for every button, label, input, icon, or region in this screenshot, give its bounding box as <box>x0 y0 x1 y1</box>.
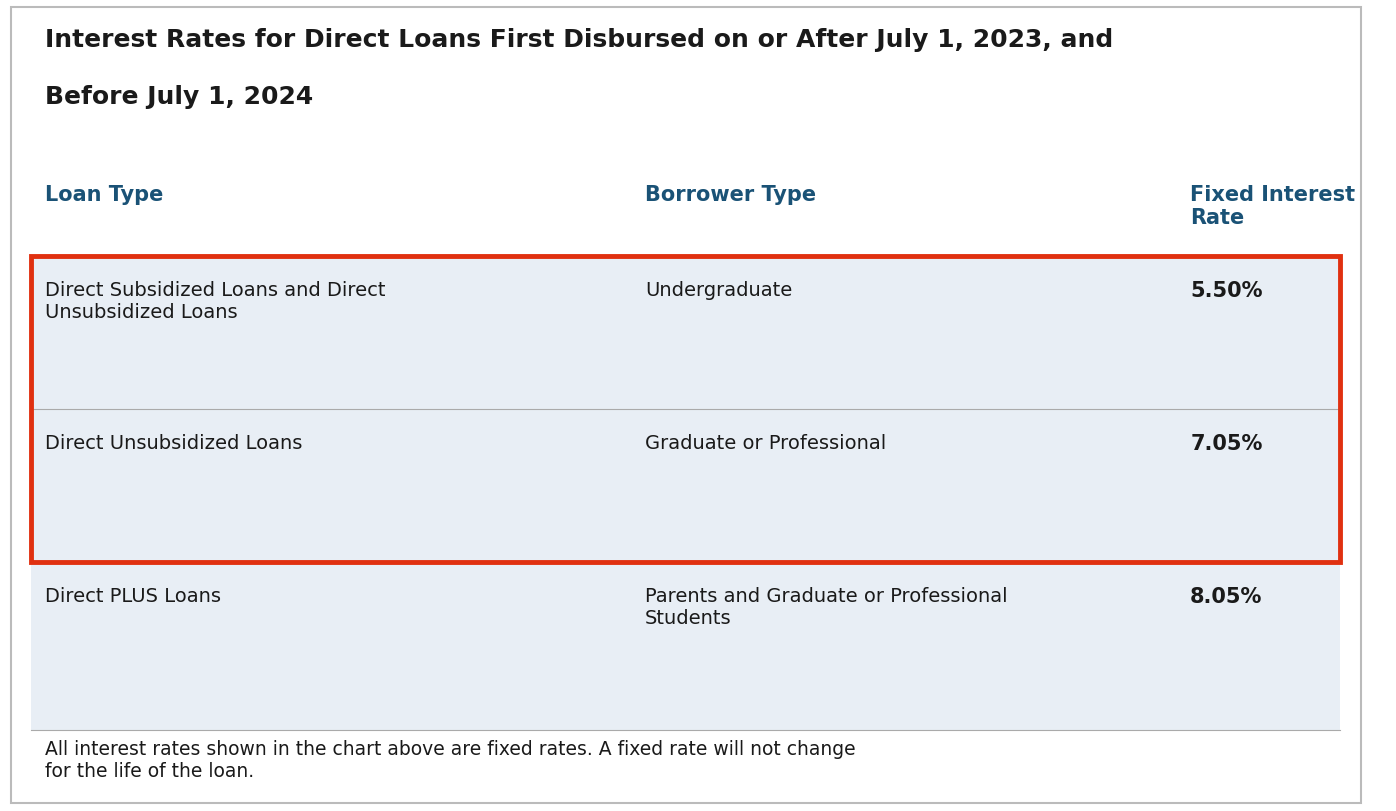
Text: Direct PLUS Loans: Direct PLUS Loans <box>45 586 221 605</box>
Text: Graduate or Professional: Graduate or Professional <box>645 434 886 453</box>
Text: Interest Rates for Direct Loans First Disbursed on or After July 1, 2023, and: Interest Rates for Direct Loans First Di… <box>45 28 1114 52</box>
Text: Direct Subsidized Loans and Direct
Unsubsidized Loans: Direct Subsidized Loans and Direct Unsub… <box>45 281 385 322</box>
Text: All interest rates shown in the chart above are fixed rates. A fixed rate will n: All interest rates shown in the chart ab… <box>45 739 856 779</box>
Text: 7.05%: 7.05% <box>1191 434 1262 453</box>
Text: Fixed Interest
Rate: Fixed Interest Rate <box>1191 185 1356 228</box>
Text: 8.05%: 8.05% <box>1191 586 1262 606</box>
FancyBboxPatch shape <box>32 257 1340 731</box>
Text: Undergraduate: Undergraduate <box>645 281 792 300</box>
Text: Before July 1, 2024: Before July 1, 2024 <box>45 84 313 109</box>
Text: 5.50%: 5.50% <box>1191 281 1262 301</box>
Text: Loan Type: Loan Type <box>45 185 163 204</box>
Text: Borrower Type: Borrower Type <box>645 185 817 204</box>
Text: Parents and Graduate or Professional
Students: Parents and Graduate or Professional Stu… <box>645 586 1008 627</box>
Text: Direct Unsubsidized Loans: Direct Unsubsidized Loans <box>45 434 303 453</box>
